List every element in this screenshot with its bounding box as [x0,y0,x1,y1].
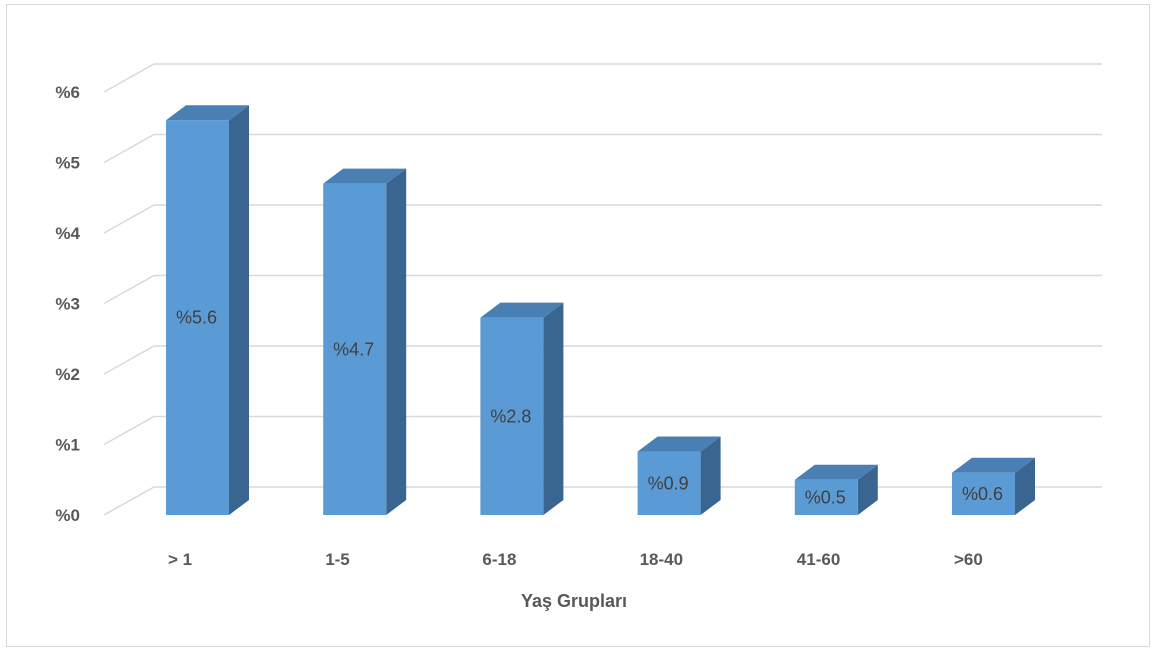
data-label: %4.7 [333,339,374,359]
bar-front-face [166,120,229,515]
gridline [103,204,1102,234]
bar-top-face [637,436,721,452]
bar-side-face [229,105,249,515]
bar-side-face [857,464,878,515]
x-axis-title: Yaş Grupları [521,591,627,611]
data-label: %5.6 [176,308,217,328]
y-tick-label: %6 [55,83,80,102]
gridline [103,274,1102,305]
bar: %4.7 [323,168,407,515]
data-label: %0.9 [648,473,689,493]
y-tick-label: %1 [55,436,80,455]
bar-side-face [700,436,721,515]
gridline [103,63,1102,93]
category-label: > 1 [168,550,192,569]
y-tick-label: %0 [55,506,80,525]
category-label-layer: > 1 1-5 6-18 18-40 41-60 >60 [168,550,983,569]
bar: %2.8 [480,302,564,515]
bar-top-face [166,105,249,121]
y-tick-label: %4 [55,224,80,243]
bar-front-face [637,451,701,515]
bar-top-face [794,464,878,480]
gridline [103,345,1102,375]
bar-side-face [543,302,564,515]
data-label: %2.8 [490,406,531,426]
gridline [103,486,1102,516]
data-label: %0.5 [805,487,846,507]
category-label: >60 [954,550,983,569]
y-tick-layer: %0 %1 %2 %3 %4 %5 %6 [55,83,80,525]
y-tick-label: %2 [55,365,80,384]
category-label: 6-18 [482,550,516,569]
bar-layer: %5.6 %4.7 %2.8 %0.9 %0.5 %0.6 [166,105,1035,515]
bar: %0.5 [794,464,878,515]
bar: %0.9 [637,436,721,515]
category-label: 1-5 [325,550,350,569]
bar-front-face [794,479,858,515]
grid-layer [103,63,1102,516]
bar-front-face [480,317,544,515]
bar-top-face [323,168,407,184]
bar-front-face [952,472,1015,515]
bar-side-face [1015,457,1035,515]
bar: %0.6 [952,457,1035,515]
bar-side-face [386,168,407,515]
gridline [103,133,1102,164]
bar-top-face [480,302,564,318]
category-label: 18-40 [640,550,683,569]
gridline [103,415,1102,446]
bar-top-face [952,457,1035,473]
bar: %5.6 [166,105,249,515]
y-tick-label: %3 [55,295,80,314]
category-label: 41-60 [797,550,840,569]
bar-front-face [323,183,387,515]
data-label: %0.6 [962,484,1003,504]
y-tick-label: %5 [55,154,80,173]
